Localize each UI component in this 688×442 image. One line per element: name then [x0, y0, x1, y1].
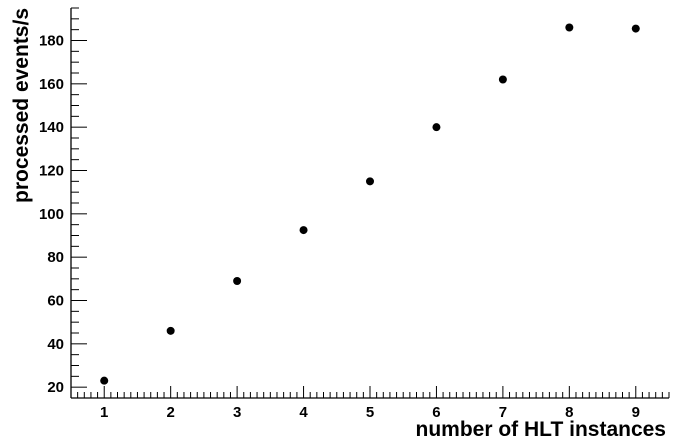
- y-tick-label: 180: [39, 33, 64, 50]
- y-tick-label: 140: [39, 119, 64, 136]
- y-tick-label: 40: [47, 336, 64, 353]
- plot-frame: [70, 8, 669, 399]
- data-point: [498, 75, 507, 84]
- x-tick-label: 7: [499, 404, 507, 421]
- y-tick-label: 100: [39, 206, 64, 223]
- data-point: [100, 376, 109, 385]
- x-tick-label: 1: [100, 404, 108, 421]
- y-tick-label: 60: [47, 293, 64, 310]
- x-tick-label: 3: [233, 404, 241, 421]
- x-tick-label: 6: [432, 404, 440, 421]
- y-tick-label: 120: [39, 163, 64, 180]
- data-point: [366, 177, 374, 186]
- x-axis-title: number of HLT instances: [416, 418, 666, 441]
- tick-labels: 1 2 3 4 5 6 7 8 9 20 40 60 80 100 120 140 160 180: [39, 33, 640, 422]
- x-tick-label: 4: [299, 404, 308, 421]
- y-tick-label: 20: [47, 379, 64, 396]
- y-tick-label: 80: [47, 249, 64, 266]
- x-tick-label: 8: [565, 404, 573, 421]
- x-tick-label: 2: [166, 404, 174, 421]
- y-axis-title: processed events/s: [10, 8, 33, 203]
- y-tick-label: 160: [39, 76, 64, 93]
- data-points: [100, 23, 640, 385]
- data-point: [233, 277, 242, 285]
- x-tick-label: 9: [632, 404, 640, 421]
- data-point: [299, 226, 308, 235]
- data-point: [166, 326, 175, 335]
- data-point: [565, 23, 574, 32]
- x-tick-label: 5: [366, 404, 374, 421]
- data-point: [631, 24, 640, 33]
- data-point: [432, 123, 441, 132]
- axis-ticks: [70, 7, 670, 399]
